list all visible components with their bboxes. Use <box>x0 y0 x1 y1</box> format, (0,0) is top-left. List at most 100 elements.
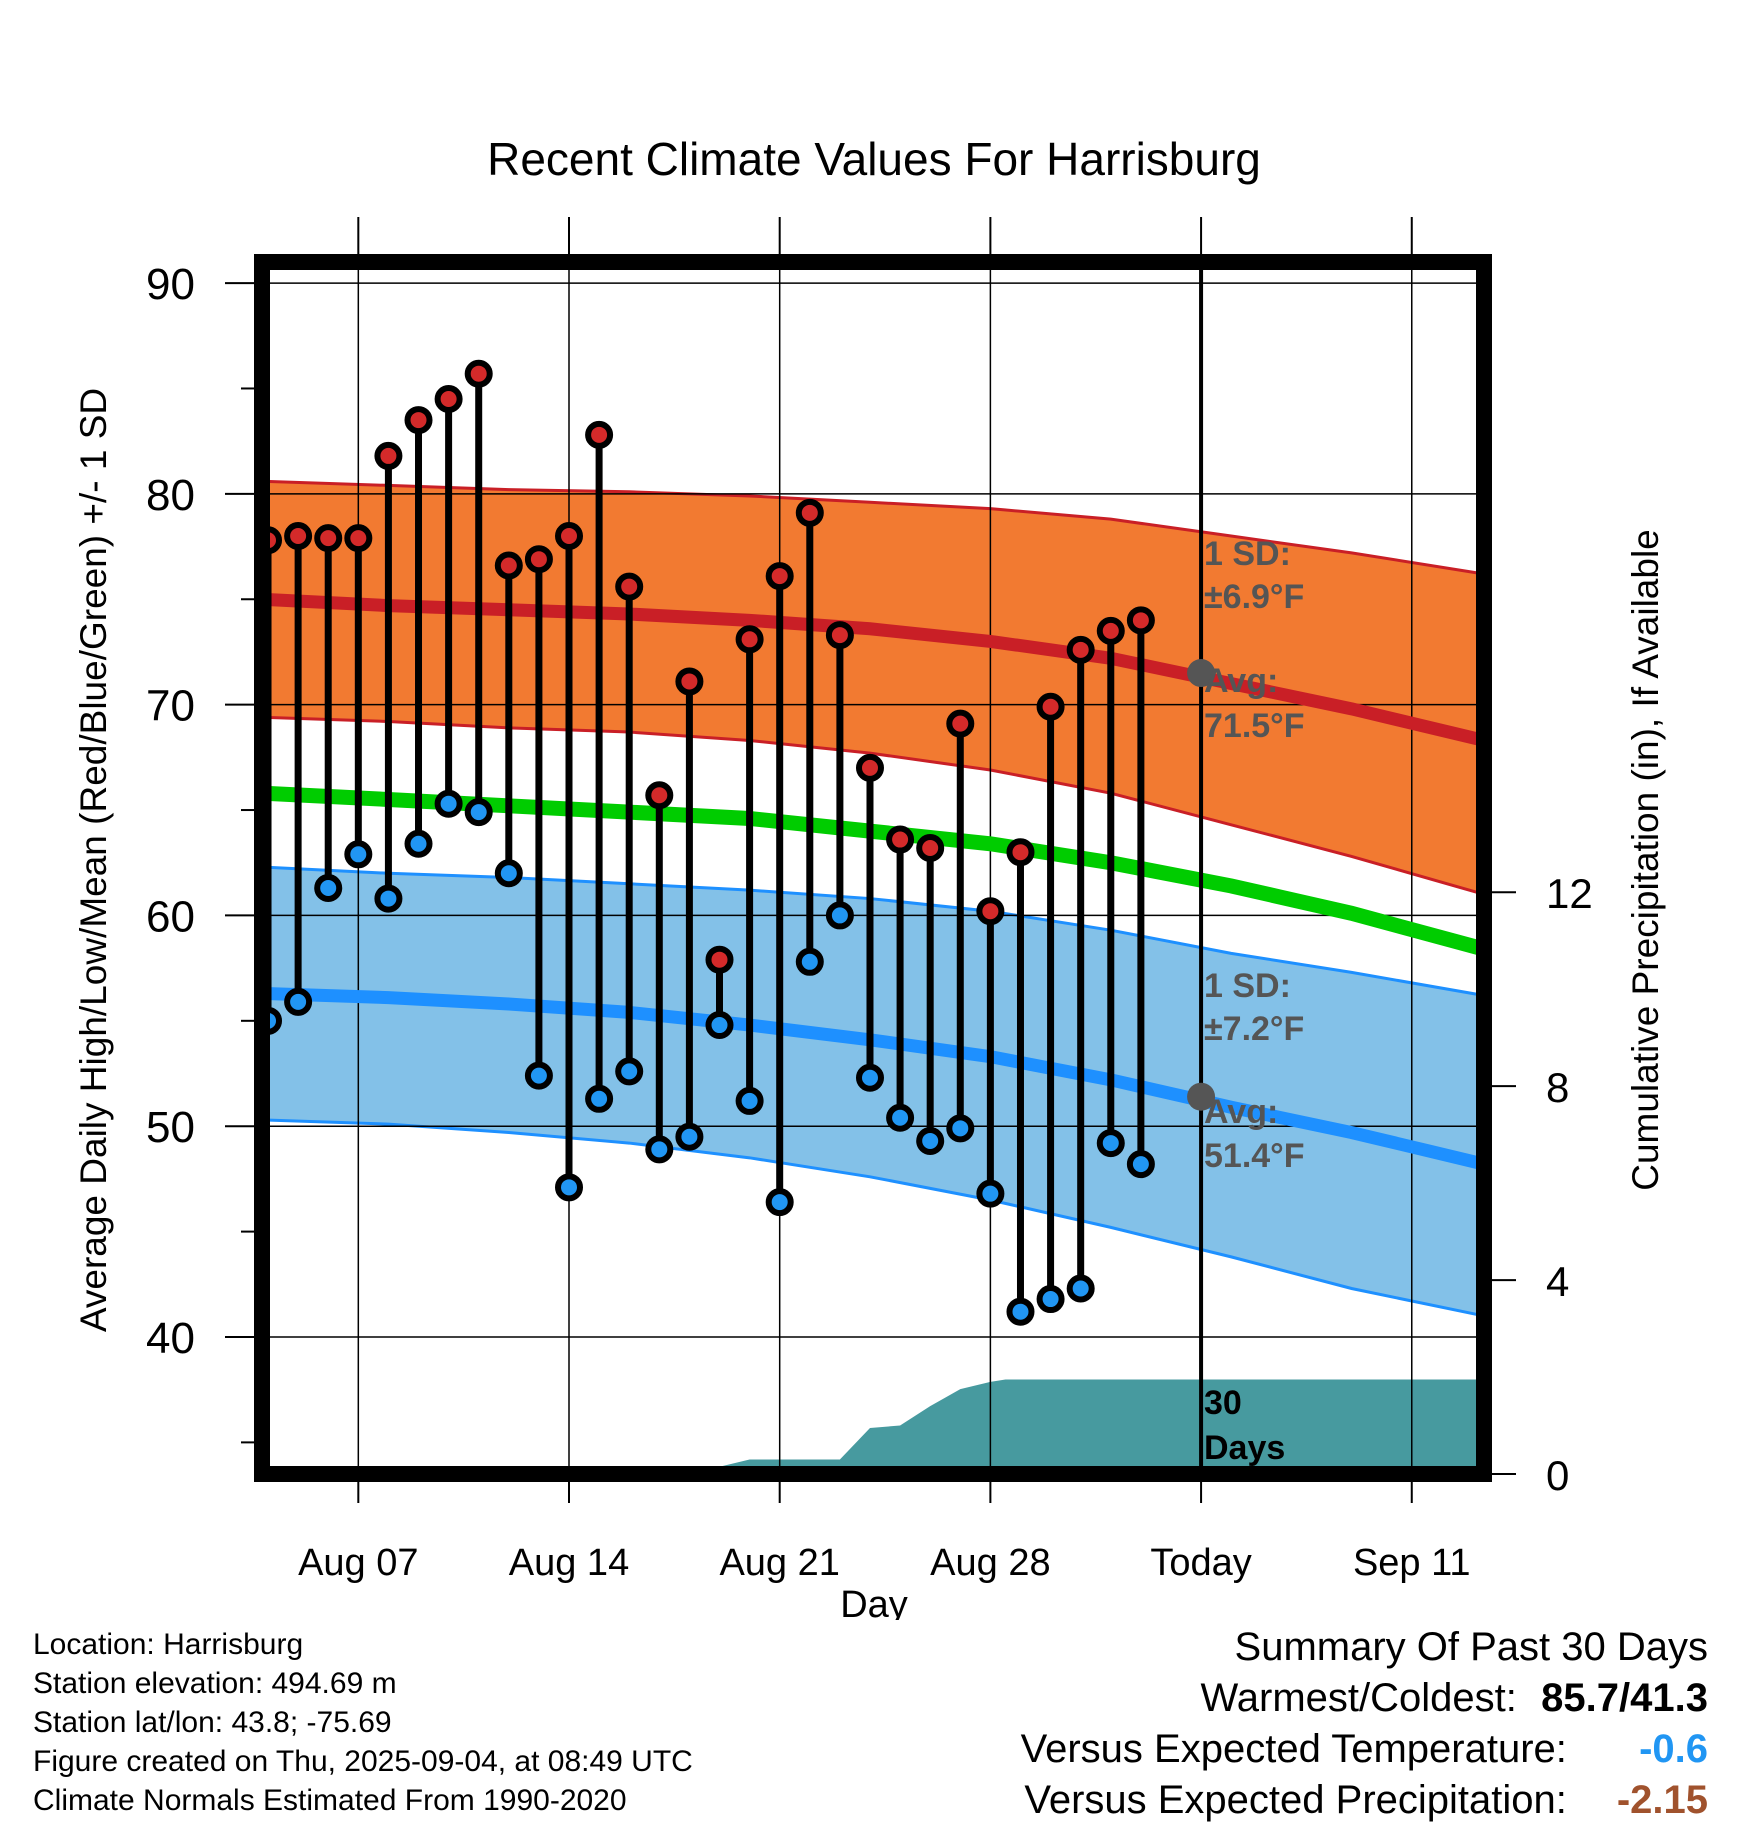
daily-low-point <box>524 1061 553 1090</box>
daily-high-point <box>374 441 403 470</box>
daily-low-point <box>1066 1274 1095 1303</box>
y-tick-label: 90 <box>146 260 195 309</box>
high-sd-value: ±6.9°F <box>1204 578 1304 616</box>
x-tick-label: Aug 07 <box>298 1542 418 1584</box>
high-avg-value: 71.5°F <box>1204 707 1305 745</box>
daily-low-point <box>404 829 433 858</box>
warmest-coldest-label: Warmest/Coldest: <box>1200 1676 1517 1720</box>
low-avg-label: Avg: <box>1204 1093 1278 1131</box>
daily-high-point <box>675 667 704 696</box>
summary-title: Summary Of Past 30 Days <box>1234 1625 1708 1669</box>
daily-high-point <box>524 545 553 574</box>
daily-high-point <box>344 524 373 553</box>
high-band-lower-edge <box>261 715 1485 896</box>
y-axis-label: Average Daily High/Low/Mean (Red/Blue/Gr… <box>73 388 114 1332</box>
y-tick-label: 70 <box>146 682 195 731</box>
x-tick-label: Aug 28 <box>930 1542 1050 1584</box>
daily-low-point <box>735 1086 764 1115</box>
daily-low-point <box>494 859 523 888</box>
summary-panel: Summary Of Past 30 Days Warmest/Coldest:… <box>1021 1622 1708 1826</box>
days-label-number: 30 <box>1204 1384 1242 1422</box>
low-band-lower-edge <box>261 1118 1485 1318</box>
daily-low-point <box>314 874 343 903</box>
daily-high-point <box>585 420 614 449</box>
daily-low-point <box>1126 1150 1155 1179</box>
y2-tick-label: 8 <box>1546 1064 1569 1111</box>
daily-high-point <box>434 385 463 414</box>
high-sd-label: 1 SD: <box>1204 535 1291 573</box>
daily-low-point <box>795 947 824 976</box>
summary-temperature-row: Versus Expected Temperature: -0.6 <box>1021 1724 1708 1775</box>
daily-low-point <box>705 1011 734 1040</box>
daily-low-point <box>976 1179 1005 1208</box>
daily-low-point <box>1036 1285 1065 1314</box>
normals-text: Climate Normals Estimated From 1990-2020 <box>33 1784 627 1817</box>
daily-low-point <box>645 1135 674 1164</box>
summary-precipitation-row: Versus Expected Precipitation: -2.15 <box>1021 1775 1708 1826</box>
daily-low-point <box>886 1103 915 1132</box>
daily-high-point <box>765 562 794 591</box>
days-label-text: Days <box>1204 1429 1285 1467</box>
daily-low-point <box>916 1126 945 1155</box>
daily-high-point <box>1066 635 1095 664</box>
daily-high-point <box>314 524 343 553</box>
daily-high-point <box>1096 616 1125 645</box>
daily-low-point <box>344 840 373 869</box>
daily-high-point <box>494 551 523 580</box>
daily-high-point <box>1036 692 1065 721</box>
expected-precipitation-label: Versus Expected Precipitation: <box>1024 1778 1567 1822</box>
daily-high-point <box>946 709 975 738</box>
daily-high-point <box>555 522 584 551</box>
low-sd-value: ±7.2°F <box>1204 1010 1304 1048</box>
high-band-upper-edge <box>261 479 1485 576</box>
daily-low-point <box>675 1122 704 1151</box>
daily-high-point <box>886 825 915 854</box>
low-avg-value: 51.4°F <box>1204 1137 1305 1175</box>
daily-high-point <box>825 621 854 650</box>
expected-temperature-label: Versus Expected Temperature: <box>1020 1727 1567 1771</box>
daily-low-point <box>946 1114 975 1143</box>
daily-high-point <box>464 359 493 388</box>
daily-high-point <box>795 498 824 527</box>
y-tick-label: 50 <box>146 1103 195 1152</box>
daily-low-point <box>855 1063 884 1092</box>
daily-high-point <box>615 572 644 601</box>
daily-low-point <box>434 789 463 818</box>
precipitation-area <box>262 1379 1484 1474</box>
daily-high-point <box>705 945 734 974</box>
elevation-text: Station elevation: 494.69 m <box>33 1667 397 1700</box>
daily-high-point <box>645 781 674 810</box>
daily-high-point <box>1006 838 1035 867</box>
summary-warmest-coldest-row: Warmest/Coldest: 85.7/41.3 <box>1021 1673 1709 1724</box>
y-tick-label: 60 <box>146 892 195 941</box>
x-tick-label: Sep 11 <box>1353 1542 1471 1584</box>
expected-precipitation-value: -2.15 <box>1616 1778 1708 1822</box>
daily-high-point <box>1126 606 1155 635</box>
plot-frame <box>254 254 1492 1482</box>
low-sd-label: 1 SD: <box>1204 967 1291 1005</box>
daily-low-point <box>374 884 403 913</box>
daily-low-point <box>585 1084 614 1113</box>
daily-high-point <box>284 522 313 551</box>
x-tick-label: Today <box>1150 1542 1251 1584</box>
latlon-text: Station lat/lon: 43.8; -75.69 <box>33 1706 392 1739</box>
y2-tick-label: 4 <box>1546 1258 1569 1305</box>
today-avg-low-marker <box>1187 1082 1216 1111</box>
high-avg-label: Avg: <box>1204 662 1278 700</box>
created-text: Figure created on Thu, 2025-09-04, at 08… <box>33 1745 693 1778</box>
y-tick-label: 80 <box>146 471 195 520</box>
daily-high-point <box>976 897 1005 926</box>
x-tick-label: Aug 21 <box>719 1542 839 1584</box>
daily-low-point <box>284 987 313 1016</box>
chart-title: Recent Climate Values For Harrisburg <box>487 133 1261 185</box>
daily-high-point <box>735 625 764 654</box>
y2-axis-label: Cumulative Precipitation (in), If Availa… <box>1625 529 1666 1191</box>
daily-high-point <box>916 833 945 862</box>
daily-low-point <box>555 1173 584 1202</box>
y2-tick-label: 0 <box>1546 1452 1569 1499</box>
today-avg-high-marker <box>1187 659 1216 688</box>
expected-temperature-value: -0.6 <box>1639 1727 1708 1771</box>
x-axis-label: Day <box>840 1584 908 1620</box>
warmest-coldest-value: 85.7/41.3 <box>1541 1676 1708 1720</box>
x-tick-label: Aug 14 <box>509 1542 629 1584</box>
